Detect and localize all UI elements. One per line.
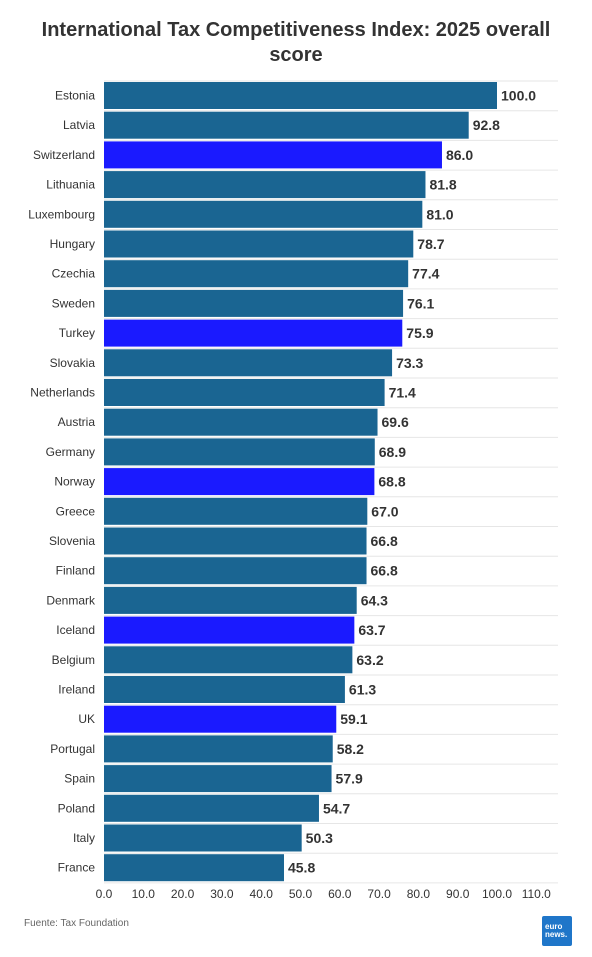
category-label: Denmark	[46, 593, 96, 607]
x-tick-label: 20.0	[171, 887, 195, 901]
bar-poland	[104, 794, 319, 822]
bar-uk	[104, 705, 337, 733]
data-label: 66.8	[371, 533, 398, 549]
category-label: Poland	[58, 801, 95, 815]
category-label: Sweden	[52, 296, 95, 310]
bar-netherlands	[104, 379, 385, 406]
euronews-logo: euro news.	[542, 916, 572, 946]
bar-portugal	[104, 735, 333, 763]
category-label: Slovenia	[49, 534, 95, 548]
data-label: 75.9	[406, 325, 433, 341]
bar-spain	[104, 765, 332, 793]
x-tick-label: 70.0	[367, 887, 391, 901]
x-tick-label: 30.0	[210, 887, 234, 901]
bar-belgium	[104, 646, 353, 674]
bar-czechia	[104, 260, 409, 288]
category-label: Switzerland	[33, 148, 95, 162]
logo-line-2: news.	[545, 930, 568, 939]
bar-turkey	[104, 319, 403, 347]
category-label: Lithuania	[46, 178, 95, 192]
data-label: 63.7	[358, 622, 385, 638]
data-label: 81.8	[429, 177, 456, 193]
bar-greece	[104, 497, 368, 525]
bar-estonia	[104, 82, 497, 109]
bar-iceland	[104, 616, 355, 644]
bar-latvia	[104, 111, 469, 139]
x-tick-label: 60.0	[328, 887, 352, 901]
x-tick-label: 80.0	[407, 887, 431, 901]
category-label: Estonia	[55, 89, 95, 103]
data-label: 86.0	[446, 147, 473, 163]
category-label: Turkey	[59, 326, 95, 340]
category-label: Latvia	[63, 118, 95, 132]
data-label: 45.8	[288, 860, 315, 876]
bar-lithuania	[104, 171, 426, 199]
data-label: 50.3	[306, 830, 333, 846]
category-label: Luxembourg	[28, 207, 95, 221]
category-label: Austria	[58, 415, 96, 429]
data-label: 69.6	[382, 414, 409, 430]
chart-title: International Tax Competitiveness Index:…	[41, 19, 551, 66]
category-label: France	[58, 861, 96, 875]
data-label: 73.3	[396, 355, 423, 371]
data-label: 61.3	[349, 682, 376, 698]
category-label: Italy	[73, 831, 95, 845]
category-label: Czechia	[52, 267, 96, 281]
category-label: Spain	[64, 772, 95, 786]
category-label: Norway	[54, 475, 95, 489]
x-tick-label: 0.0	[96, 887, 113, 901]
data-label: 71.4	[389, 385, 416, 401]
data-label: 76.1	[407, 295, 434, 311]
data-label: 100.0	[501, 88, 536, 104]
bar-ireland	[104, 676, 345, 703]
data-label: 58.2	[337, 741, 364, 757]
bar-sweden	[104, 289, 404, 317]
x-tick-label: 40.0	[250, 887, 274, 901]
category-label: Greece	[56, 504, 96, 518]
data-label: 57.9	[336, 771, 363, 787]
data-label: 66.8	[371, 563, 398, 579]
data-label: 81.0	[426, 206, 453, 222]
bar-hungary	[104, 230, 414, 258]
data-label: 77.4	[412, 266, 439, 282]
x-tick-label: 90.0	[446, 887, 470, 901]
x-tick-label: 100.0	[482, 887, 512, 901]
bar-france	[104, 854, 284, 882]
data-label: 64.3	[361, 592, 388, 608]
source-note: Fuente: Tax Foundation	[24, 918, 129, 929]
bar-switzerland	[104, 141, 442, 169]
logo-line-1: euro	[545, 922, 563, 931]
data-label: 67.0	[371, 503, 398, 519]
category-label: Hungary	[50, 237, 95, 251]
data-label: 59.1	[340, 711, 367, 727]
category-label: Finland	[56, 564, 95, 578]
x-tick-label: 10.0	[132, 887, 156, 901]
category-label: Ireland	[58, 683, 95, 697]
bar-slovenia	[104, 527, 367, 555]
category-label: Belgium	[52, 653, 95, 667]
data-label: 78.7	[417, 236, 444, 252]
bar-finland	[104, 557, 367, 585]
category-label: Iceland	[56, 623, 95, 637]
bar-slovakia	[104, 349, 393, 377]
data-label: 68.9	[379, 444, 406, 460]
data-label: 92.8	[473, 117, 500, 133]
bar-denmark	[104, 586, 357, 614]
bar-italy	[104, 824, 302, 852]
data-label: 68.8	[378, 474, 405, 490]
bar-germany	[104, 438, 375, 466]
bar-austria	[104, 408, 378, 436]
data-label: 63.2	[356, 652, 383, 668]
category-label: UK	[78, 712, 95, 726]
bar-norway	[104, 468, 375, 496]
data-label: 54.7	[323, 800, 350, 816]
bar-luxembourg	[104, 200, 423, 228]
category-label: Portugal	[50, 742, 95, 756]
x-tick-label: 110.0	[522, 887, 551, 901]
category-label: Germany	[46, 445, 95, 459]
category-label: Slovakia	[50, 356, 96, 370]
x-tick-label: 50.0	[289, 887, 313, 901]
category-label: Netherlands	[30, 386, 95, 400]
